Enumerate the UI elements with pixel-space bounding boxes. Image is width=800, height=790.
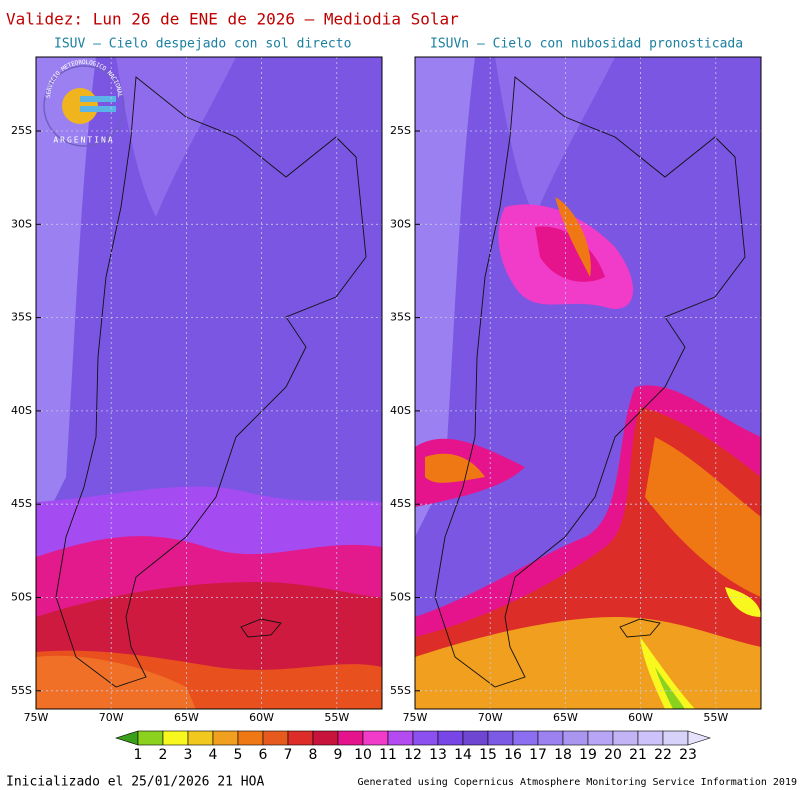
colorbar-label: 18: [554, 747, 572, 763]
colorbar-box: [312, 730, 339, 746]
colorbar-label: 23: [679, 747, 697, 763]
colorbar-label: 20: [604, 747, 622, 763]
colorbar-box: [612, 730, 639, 746]
colorbar-label: 19: [579, 747, 597, 763]
colorbar-label: 9: [334, 747, 343, 763]
lat-label: 40S: [390, 404, 411, 417]
lat-label: 55S: [11, 684, 32, 697]
colorbar-box: [512, 730, 539, 746]
colorbar-box: [162, 730, 189, 746]
footer-left: Inicializado el 25/01/2026 21 HOA: [6, 775, 264, 790]
lon-label: 75W: [24, 711, 49, 724]
lat-label: 40S: [11, 404, 32, 417]
lat-label: 30S: [11, 217, 32, 230]
colorbar-box: [462, 730, 489, 746]
lat-label: 25S: [11, 124, 32, 137]
colorbar-box: [287, 730, 314, 746]
lon-label: 60W: [249, 711, 274, 724]
colorbar-box: [237, 730, 264, 746]
colorbar-box: [362, 730, 389, 746]
footer-right: Generated using Copernicus Atmosphere Mo…: [358, 777, 798, 788]
colorbar-label: 10: [354, 747, 372, 763]
colorbar-box: [662, 730, 689, 746]
colorbar-arrow: [115, 730, 139, 746]
map-frame: [35, 56, 383, 710]
lat-label: 50S: [390, 591, 411, 604]
colorbar-box: [337, 730, 364, 746]
lat-label: 50S: [11, 591, 32, 604]
colorbar-box: [187, 730, 214, 746]
colorbar-label: 13: [429, 747, 447, 763]
colorbar-label: 8: [309, 747, 318, 763]
lon-label: 70W: [478, 711, 503, 724]
lat-label: 45S: [390, 497, 411, 510]
panel-subtitle: ISUVn — Cielo con nubosidad pronosticada: [430, 37, 743, 52]
colorbar-box: [437, 730, 464, 746]
colorbar-label: 5: [234, 747, 243, 763]
colorbar-label: 11: [379, 747, 397, 763]
lon-label: 70W: [99, 711, 124, 724]
lon-label: 55W: [703, 711, 728, 724]
logo-text: ARGENTINA: [53, 136, 114, 145]
colorbar-label: 15: [479, 747, 497, 763]
panel-subtitle: ISUV — Cielo despejado con sol directo: [54, 37, 351, 52]
colorbar-label: 6: [259, 747, 268, 763]
colorbar-box: [137, 730, 164, 746]
colorbar-box: [412, 730, 439, 746]
colorbar-label: 14: [454, 747, 472, 763]
lat-label: 30S: [390, 217, 411, 230]
lat-label: 45S: [11, 497, 32, 510]
colorbar-label: 1: [134, 747, 143, 763]
colorbar-label: 21: [629, 747, 647, 763]
map-panel: [415, 57, 761, 709]
lat-label: 35S: [390, 311, 411, 324]
colorbar-box: [262, 730, 289, 746]
lon-label: 65W: [174, 711, 199, 724]
lat-label: 55S: [390, 684, 411, 697]
lon-label: 65W: [553, 711, 578, 724]
colorbar: 1 2 3 4 5 6 7 8 9 10 11 12 13 14 15 16 17 18 19 20 21 22 23: [115, 730, 711, 763]
title: Validez: Lun 26 de ENE de 2026 — Mediodi…: [6, 10, 459, 29]
colorbar-box: [487, 730, 514, 746]
colorbar-box: [212, 730, 239, 746]
map-panel: [36, 57, 382, 709]
colorbar-label: 12: [404, 747, 422, 763]
lat-label: 35S: [11, 311, 32, 324]
colorbar-label: 22: [654, 747, 672, 763]
colorbar-label: 7: [284, 747, 293, 763]
colorbar-box: [537, 730, 564, 746]
lon-label: 55W: [324, 711, 349, 724]
colorbar-box: [637, 730, 664, 746]
lon-label: 75W: [403, 711, 428, 724]
map-frame: [414, 56, 762, 710]
colorbar-label: 16: [504, 747, 522, 763]
colorbar-arrow: [687, 730, 711, 746]
colorbar-box: [587, 730, 614, 746]
lon-label: 60W: [628, 711, 653, 724]
colorbar-label: 4: [209, 747, 218, 763]
colorbar-box: [387, 730, 414, 746]
colorbar-box: [562, 730, 589, 746]
lat-label: 25S: [390, 124, 411, 137]
colorbar-label: 2: [159, 747, 168, 763]
colorbar-label: 17: [529, 747, 547, 763]
colorbar-label: 3: [184, 747, 193, 763]
